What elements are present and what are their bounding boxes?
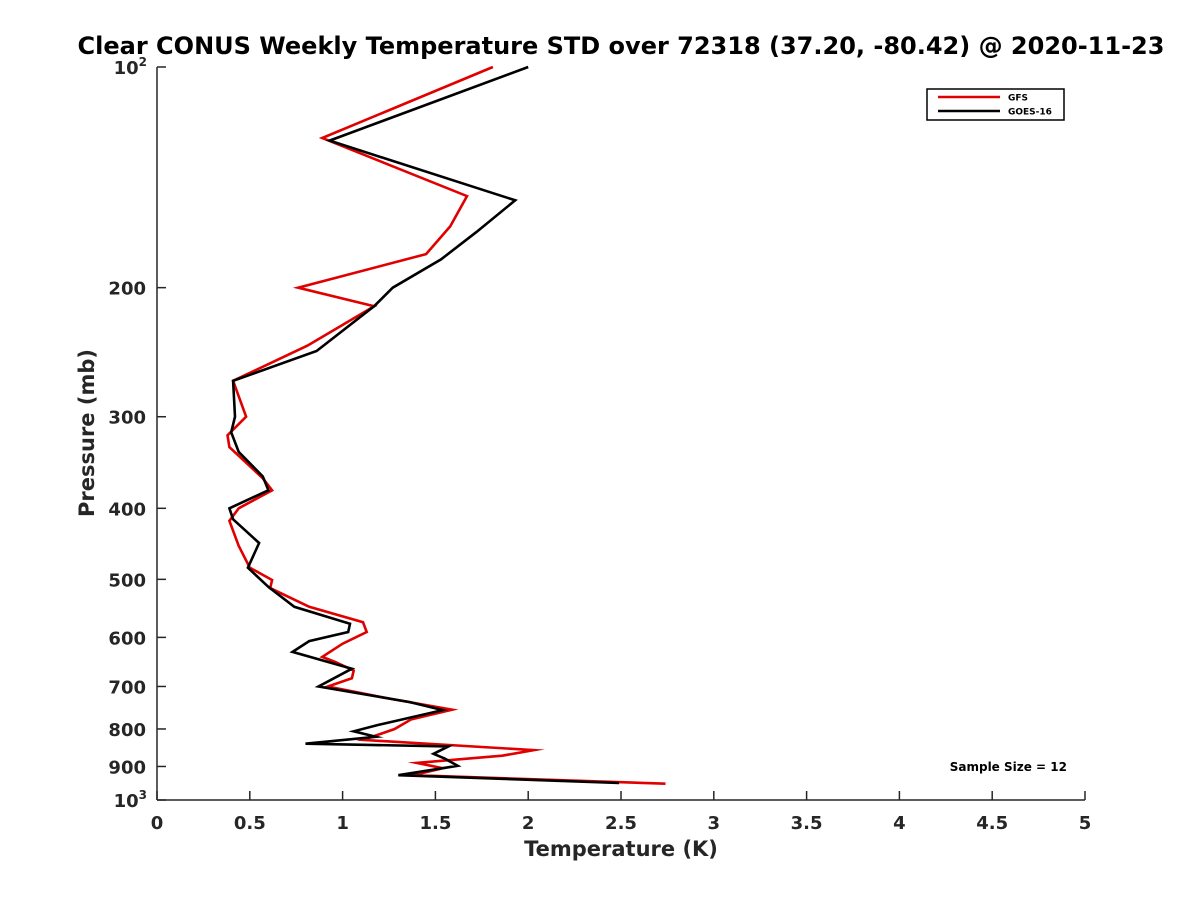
y-tick-base: 900 <box>108 757 146 778</box>
chart-title: Clear CONUS Weekly Temperature STD over … <box>78 32 1165 60</box>
y-tick-base: 700 <box>108 677 146 698</box>
legend-box <box>926 88 1065 121</box>
legend-label-gfs: GFS <box>1008 94 1028 104</box>
x-tick-label: 2.5 <box>605 813 637 834</box>
y-tick-base: 10 <box>114 791 139 812</box>
x-tick-label: 0.5 <box>234 813 266 834</box>
x-axis-label: Temperature (K) <box>524 837 718 861</box>
series-layer <box>226 65 666 785</box>
y-tick-label: 800 <box>108 720 146 741</box>
y-tick-base: 500 <box>108 570 146 591</box>
x-tick-label: 5 <box>1079 813 1092 834</box>
series-line-gfs <box>226 65 666 785</box>
y-tick-label: 102 <box>114 55 147 79</box>
x-tick-label: 4 <box>893 813 906 834</box>
x-tick-label: 3.5 <box>791 813 823 834</box>
x-tick-label: 2 <box>522 813 535 834</box>
y-tick-exponent: 3 <box>139 788 147 802</box>
y-tick-base: 10 <box>114 58 139 79</box>
y-axis-label: Pressure (mb) <box>75 349 99 517</box>
y-tick-label: 700 <box>108 677 146 698</box>
y-tick-label: 300 <box>108 408 146 429</box>
series-line-goes-16 <box>227 65 620 785</box>
axes: 0 0.5 1 1.5 2 2.5 3 3.5 4 4.5 51022003004005006007… <box>108 55 1091 834</box>
legend: GFS GOES-16 <box>926 88 1065 121</box>
y-tick-base: 300 <box>108 408 146 429</box>
y-tick-label: 900 <box>108 757 146 778</box>
y-tick-exponent: 2 <box>139 55 147 69</box>
y-tick-base: 400 <box>108 499 146 520</box>
y-tick-label: 400 <box>108 499 146 520</box>
x-tick-label: 4.5 <box>976 813 1008 834</box>
y-tick-label: 500 <box>108 570 146 591</box>
y-tick-base: 800 <box>108 720 146 741</box>
sample-size-annotation: Sample Size = 12 <box>950 760 1067 774</box>
y-tick-base: 200 <box>108 279 146 300</box>
x-tick-label: 0 <box>151 813 164 834</box>
x-tick-label: 3 <box>708 813 721 834</box>
y-tick-label: 200 <box>108 279 146 300</box>
y-tick-label: 103 <box>114 788 147 812</box>
x-tick-label: 1.5 <box>419 813 451 834</box>
x-tick-label: 1 <box>336 813 349 834</box>
legend-label-goes-16: GOES-16 <box>1008 108 1052 118</box>
y-tick-base: 600 <box>108 628 146 649</box>
y-tick-label: 600 <box>108 628 146 649</box>
